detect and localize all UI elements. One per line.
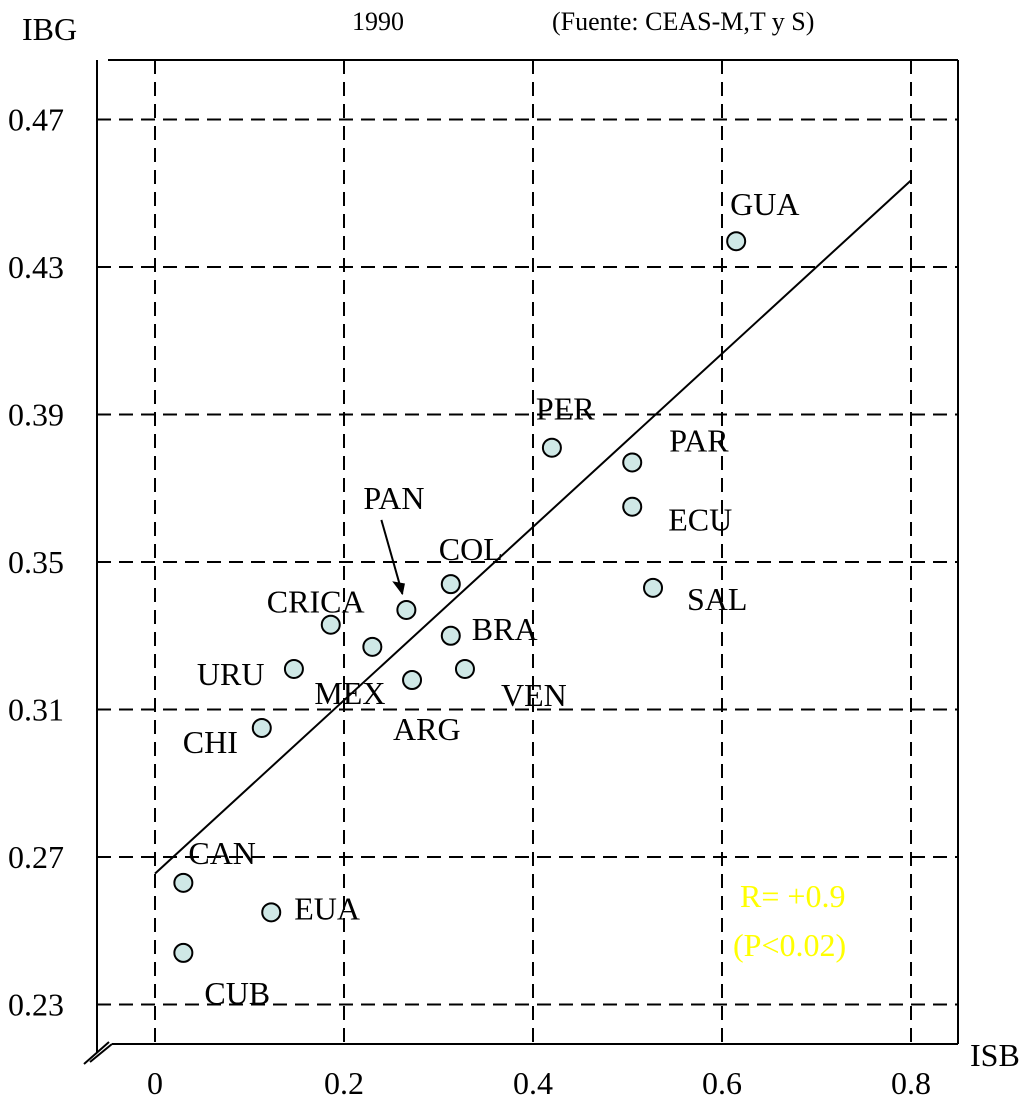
correlation-annotation: R= +0.9 [740,878,845,914]
text-labels: IBG 1990 (Fuente: CEAS-M,T y S) ISB R= +… [8,7,1020,1101]
data-point-gua [726,231,747,252]
axis-break-mark [83,1041,110,1065]
x-tick-label: 0.4 [513,1065,553,1101]
point-label-per: PER [536,391,595,427]
pan-arrow [380,519,404,595]
point-label-arg: ARG [393,711,461,747]
pan-arrowhead [392,581,405,596]
data-point-ven [454,658,475,679]
significance-annotation: (P<0.02) [733,927,846,963]
point-label-gua: GUA [730,186,799,222]
point-label-pan: PAN [363,480,424,516]
trendline-layer [154,179,912,875]
data-point-ecu [622,496,643,517]
data-point-per [541,437,562,458]
point-label-ven: VEN [501,677,567,713]
point-label-crica: CRICA [267,584,365,620]
x-tick-label: 0.8 [891,1065,931,1101]
data-point-sal [643,577,664,598]
y-axis-label: IBG [22,11,77,47]
y-tick-label: 0.43 [8,249,64,285]
x-tick-label: 0.2 [324,1065,364,1101]
data-point-mex [362,636,383,657]
y-tick-label: 0.47 [8,102,64,138]
trendline [154,179,912,875]
data-point-cub [173,942,194,963]
axis-break-mark [89,1043,113,1063]
point-label-eua: EUA [294,890,360,926]
point-label-uru: URU [197,656,265,692]
data-point-eua [261,902,282,923]
data-points [173,231,747,963]
point-label-cub: CUB [204,975,270,1011]
data-point-pan [396,599,417,620]
data-point-uru [283,658,304,679]
y-tick-label: 0.27 [8,839,64,875]
x-tick-label: 0 [147,1065,163,1101]
source-note: (Fuente: CEAS-M,T y S) [552,7,814,36]
grid-lines [97,60,958,1044]
y-tick-label: 0.31 [8,692,64,728]
point-label-col: COL [439,531,503,567]
data-point-can [173,872,194,893]
y-tick-label: 0.39 [8,397,64,433]
point-label-par: PAR [669,422,729,458]
x-tick-label: 0.6 [702,1065,742,1101]
data-point-bra [440,625,461,646]
point-label-sal: SAL [687,581,747,617]
data-point-arg [402,670,423,690]
x-axis-label: ISB [970,1037,1020,1073]
point-label-bra: BRA [472,611,538,647]
point-label-can: CAN [188,835,256,871]
point-label-chi: CHI [183,724,238,760]
axes [83,59,959,1065]
y-tick-label: 0.23 [8,987,64,1023]
data-point-col [440,574,461,595]
y-tick-label: 0.35 [8,544,64,580]
data-point-crica [320,614,341,635]
data-point-chi [251,717,272,738]
data-point-par [622,452,643,473]
point-label-ecu: ECU [668,502,732,538]
chart-title: 1990 [352,7,404,36]
point-label-mex: MEX [314,675,385,711]
